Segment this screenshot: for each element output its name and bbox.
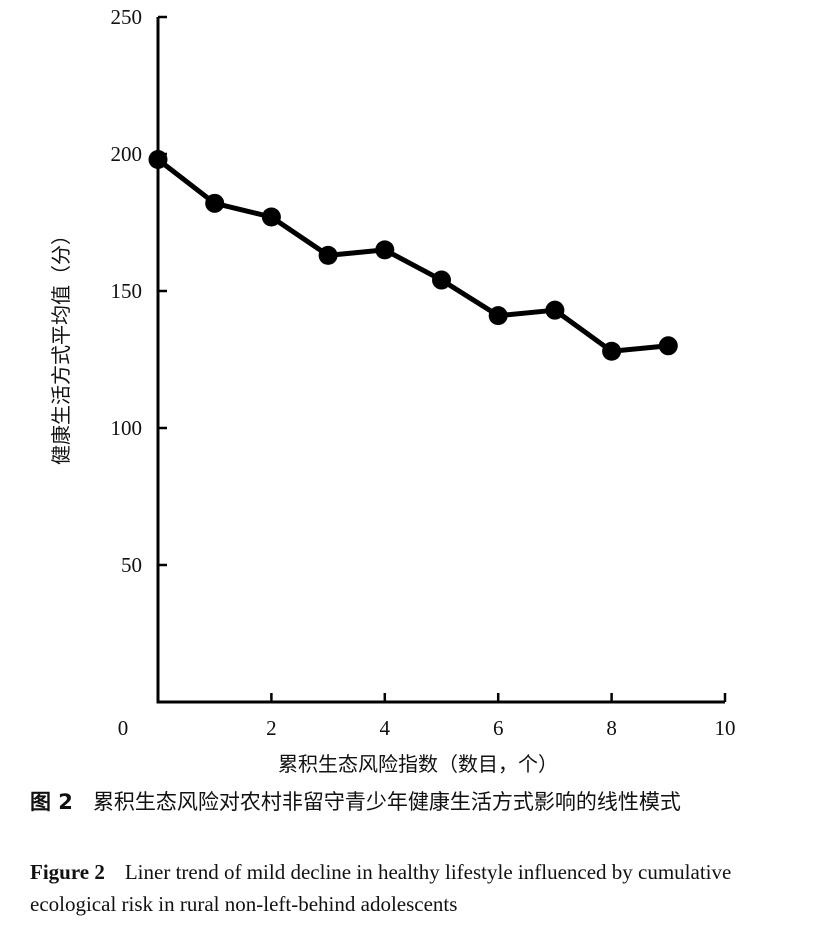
x-tick-label: 6: [493, 716, 504, 740]
x-tick-label: 10: [715, 716, 736, 740]
data-point: [318, 245, 338, 265]
axes: [156, 17, 725, 704]
data-point: [148, 149, 168, 169]
series-line: [156, 157, 669, 354]
caption-english: Figure 2 Liner trend of mild decline in h…: [30, 856, 810, 920]
y-tick-label: 150: [111, 279, 143, 303]
caption-en-number: Figure 2: [30, 860, 105, 884]
caption-cn-number: 图 2: [30, 790, 73, 814]
x-tick-label: 2: [266, 716, 277, 740]
caption-en-text: Liner trend of mild decline in healthy l…: [30, 860, 732, 916]
line-chart: 0 2 4 6 8 10 50 100 150 200 250 累积生态风险指数（数目，个） 健康生…: [49, 5, 736, 776]
y-tick-label: 200: [111, 142, 143, 166]
data-point: [375, 240, 395, 260]
data-point: [261, 207, 281, 227]
data-point: [545, 300, 565, 320]
ticks: 0 2 4 6 8 10 50 100 150 200 250: [111, 5, 736, 740]
y-tick-label: 50: [121, 553, 142, 577]
x-tick-label: 8: [606, 716, 617, 740]
y-tick-label: 100: [111, 416, 143, 440]
x-tick-label: 0: [118, 716, 129, 740]
x-tick-label: 4: [380, 716, 391, 740]
y-tick-label: 250: [111, 5, 143, 29]
data-point: [602, 341, 622, 361]
data-point: [488, 306, 508, 326]
data-point: [205, 193, 225, 213]
y-axis-label: 健康生活方式平均值（分）: [49, 225, 73, 465]
caption-chinese: 图 2 累积生态风险对农村非留守青少年健康生活方式影响的线性模式: [30, 786, 810, 818]
data-point: [432, 270, 451, 290]
x-axis-label: 累积生态风险指数（数目，个）: [278, 752, 558, 776]
caption-cn-text: 累积生态风险对农村非留守青少年健康生活方式影响的线性模式: [92, 790, 681, 814]
data-points: [148, 149, 678, 361]
data-point: [658, 336, 678, 356]
